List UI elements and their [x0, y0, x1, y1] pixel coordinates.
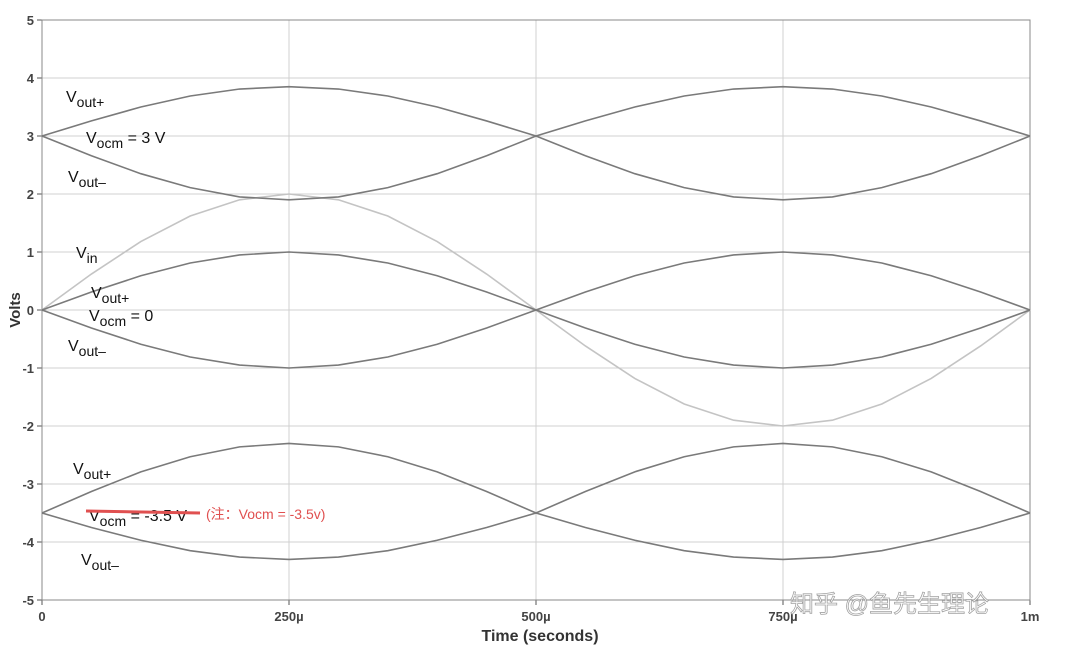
annotation: Vout–: [68, 338, 106, 359]
y-tick-label: 4: [27, 71, 35, 86]
annotation-main: V: [66, 89, 77, 106]
annotation-sub: out+: [84, 466, 112, 482]
y-tick-label: -1: [22, 361, 34, 376]
annotation-main: V: [89, 508, 100, 525]
series-line: [41, 85, 1031, 201]
y-tick-label: 5: [27, 13, 34, 28]
annotation-after: = 3 V: [123, 130, 166, 147]
annotation-sub: ocm: [100, 313, 126, 329]
annotation-main: V: [76, 245, 87, 262]
annotation: Vout–: [81, 552, 119, 573]
annotation: Vout–: [68, 169, 106, 190]
annotation-main: V: [68, 338, 79, 355]
annotation: Vocm = 3 V: [86, 130, 166, 151]
annotation: Vin: [76, 245, 98, 266]
annotation-sub: out+: [102, 290, 130, 306]
x-tick-label: 250µ: [274, 609, 303, 624]
y-tick-label: 3: [27, 129, 34, 144]
y-tick-label: -3: [22, 477, 34, 492]
annotation-sub: out–: [92, 557, 119, 573]
red-mark: [85, 509, 201, 515]
note: (注：Vocm = -3.5v): [206, 506, 325, 522]
annotation-sub: out+: [77, 94, 105, 110]
annotation-main: V: [89, 308, 100, 325]
annotation-after: = 0: [126, 308, 153, 325]
annotation-sub: in: [87, 250, 98, 266]
annotation-main: V: [73, 461, 84, 478]
x-tick-label: 1m: [1021, 609, 1040, 624]
annotation-sub: ocm: [97, 135, 123, 151]
annotation: Vocm = 0: [89, 308, 153, 329]
annotation-main: V: [81, 552, 92, 569]
annotation-main: V: [91, 285, 102, 302]
y-tick-label: 0: [27, 303, 34, 318]
annotation-main: V: [68, 169, 79, 186]
x-tick-label: 500µ: [521, 609, 550, 624]
annotation-sub: out–: [79, 174, 106, 190]
x-tick-label: 750µ: [768, 609, 797, 624]
y-tick-label: 2: [27, 187, 34, 202]
y-tick-label: -4: [22, 535, 34, 550]
annotation-sub: ocm: [100, 513, 126, 529]
series-line: [41, 251, 1031, 369]
x-axis-label: Time (seconds): [481, 628, 598, 645]
annotation: Vout+: [91, 285, 129, 306]
annotation: Vout+: [66, 89, 104, 110]
annotation-sub: out–: [79, 343, 106, 359]
x-tick-label: 0: [38, 609, 45, 624]
annotation-main: V: [86, 130, 97, 147]
series-line: [41, 442, 1031, 561]
y-tick-label: 1: [27, 245, 34, 260]
annotation: Vout+: [73, 461, 111, 482]
y-tick-label: -5: [22, 593, 34, 608]
y-axis-label: Volts: [7, 292, 24, 328]
watermark: 知乎 @鱼先生理论: [790, 591, 989, 618]
y-tick-label: -2: [22, 419, 34, 434]
